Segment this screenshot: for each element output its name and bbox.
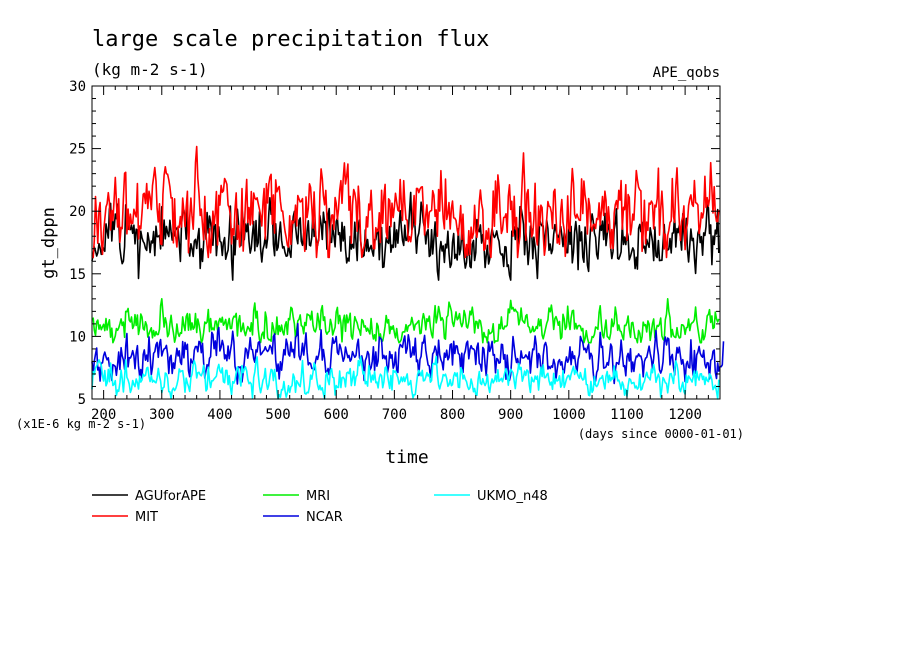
x-unit-label: (days since 0000-01-01) [578,427,744,441]
legend-label-4: UKMO_n48 [477,489,548,504]
x-tick-label: 800 [440,407,465,423]
x-tick-label: 300 [149,407,174,423]
x-tick-label: 400 [207,407,232,423]
x-tick-label: 600 [324,407,349,423]
legend: AGUforAPE MIT MRI NCAR UKMO_n48 [92,489,548,525]
series-line-3 [91,322,725,385]
x-tick-label: 900 [498,407,523,423]
legend-label-2: MRI [306,489,330,504]
y-tick-label: 20 [69,204,86,220]
dataset-annotation: APE_qobs [653,65,720,81]
x-tick-label: 1100 [610,407,644,423]
series-lines [91,145,725,400]
series-line-4 [91,355,720,400]
x-tick-label: 200 [91,407,116,423]
series-line-1 [91,145,720,259]
y-tick-label: 25 [69,142,86,158]
x-tick-label: 700 [382,407,407,423]
x-tick-label: 500 [265,407,290,423]
y-unit-label: (x1E-6 kg m-2 s-1) [16,417,146,431]
y-tick-label: 10 [69,329,86,345]
chart-subtitle: (kg m-2 s-1) [92,60,208,79]
legend-label-1: MIT [135,510,158,525]
y-tick-label: 15 [69,267,86,283]
series-line-2 [91,297,720,344]
legend-label-3: NCAR [306,510,343,525]
y-tick-label: 5 [78,392,86,408]
y-axis-title: gt_dppn [39,207,59,279]
x-tick-label: 1200 [668,407,702,423]
legend-label-0: AGUforAPE [135,489,206,504]
x-tick-label: 1000 [552,407,586,423]
y-tick-label: 30 [69,79,86,95]
chart-title: large scale precipitation flux [92,27,489,52]
x-axis-title: time [385,447,428,468]
axis-ticks: 200 300 400 500 600 700 800 900 1000 1100 1200 5 10 1… [69,79,721,423]
